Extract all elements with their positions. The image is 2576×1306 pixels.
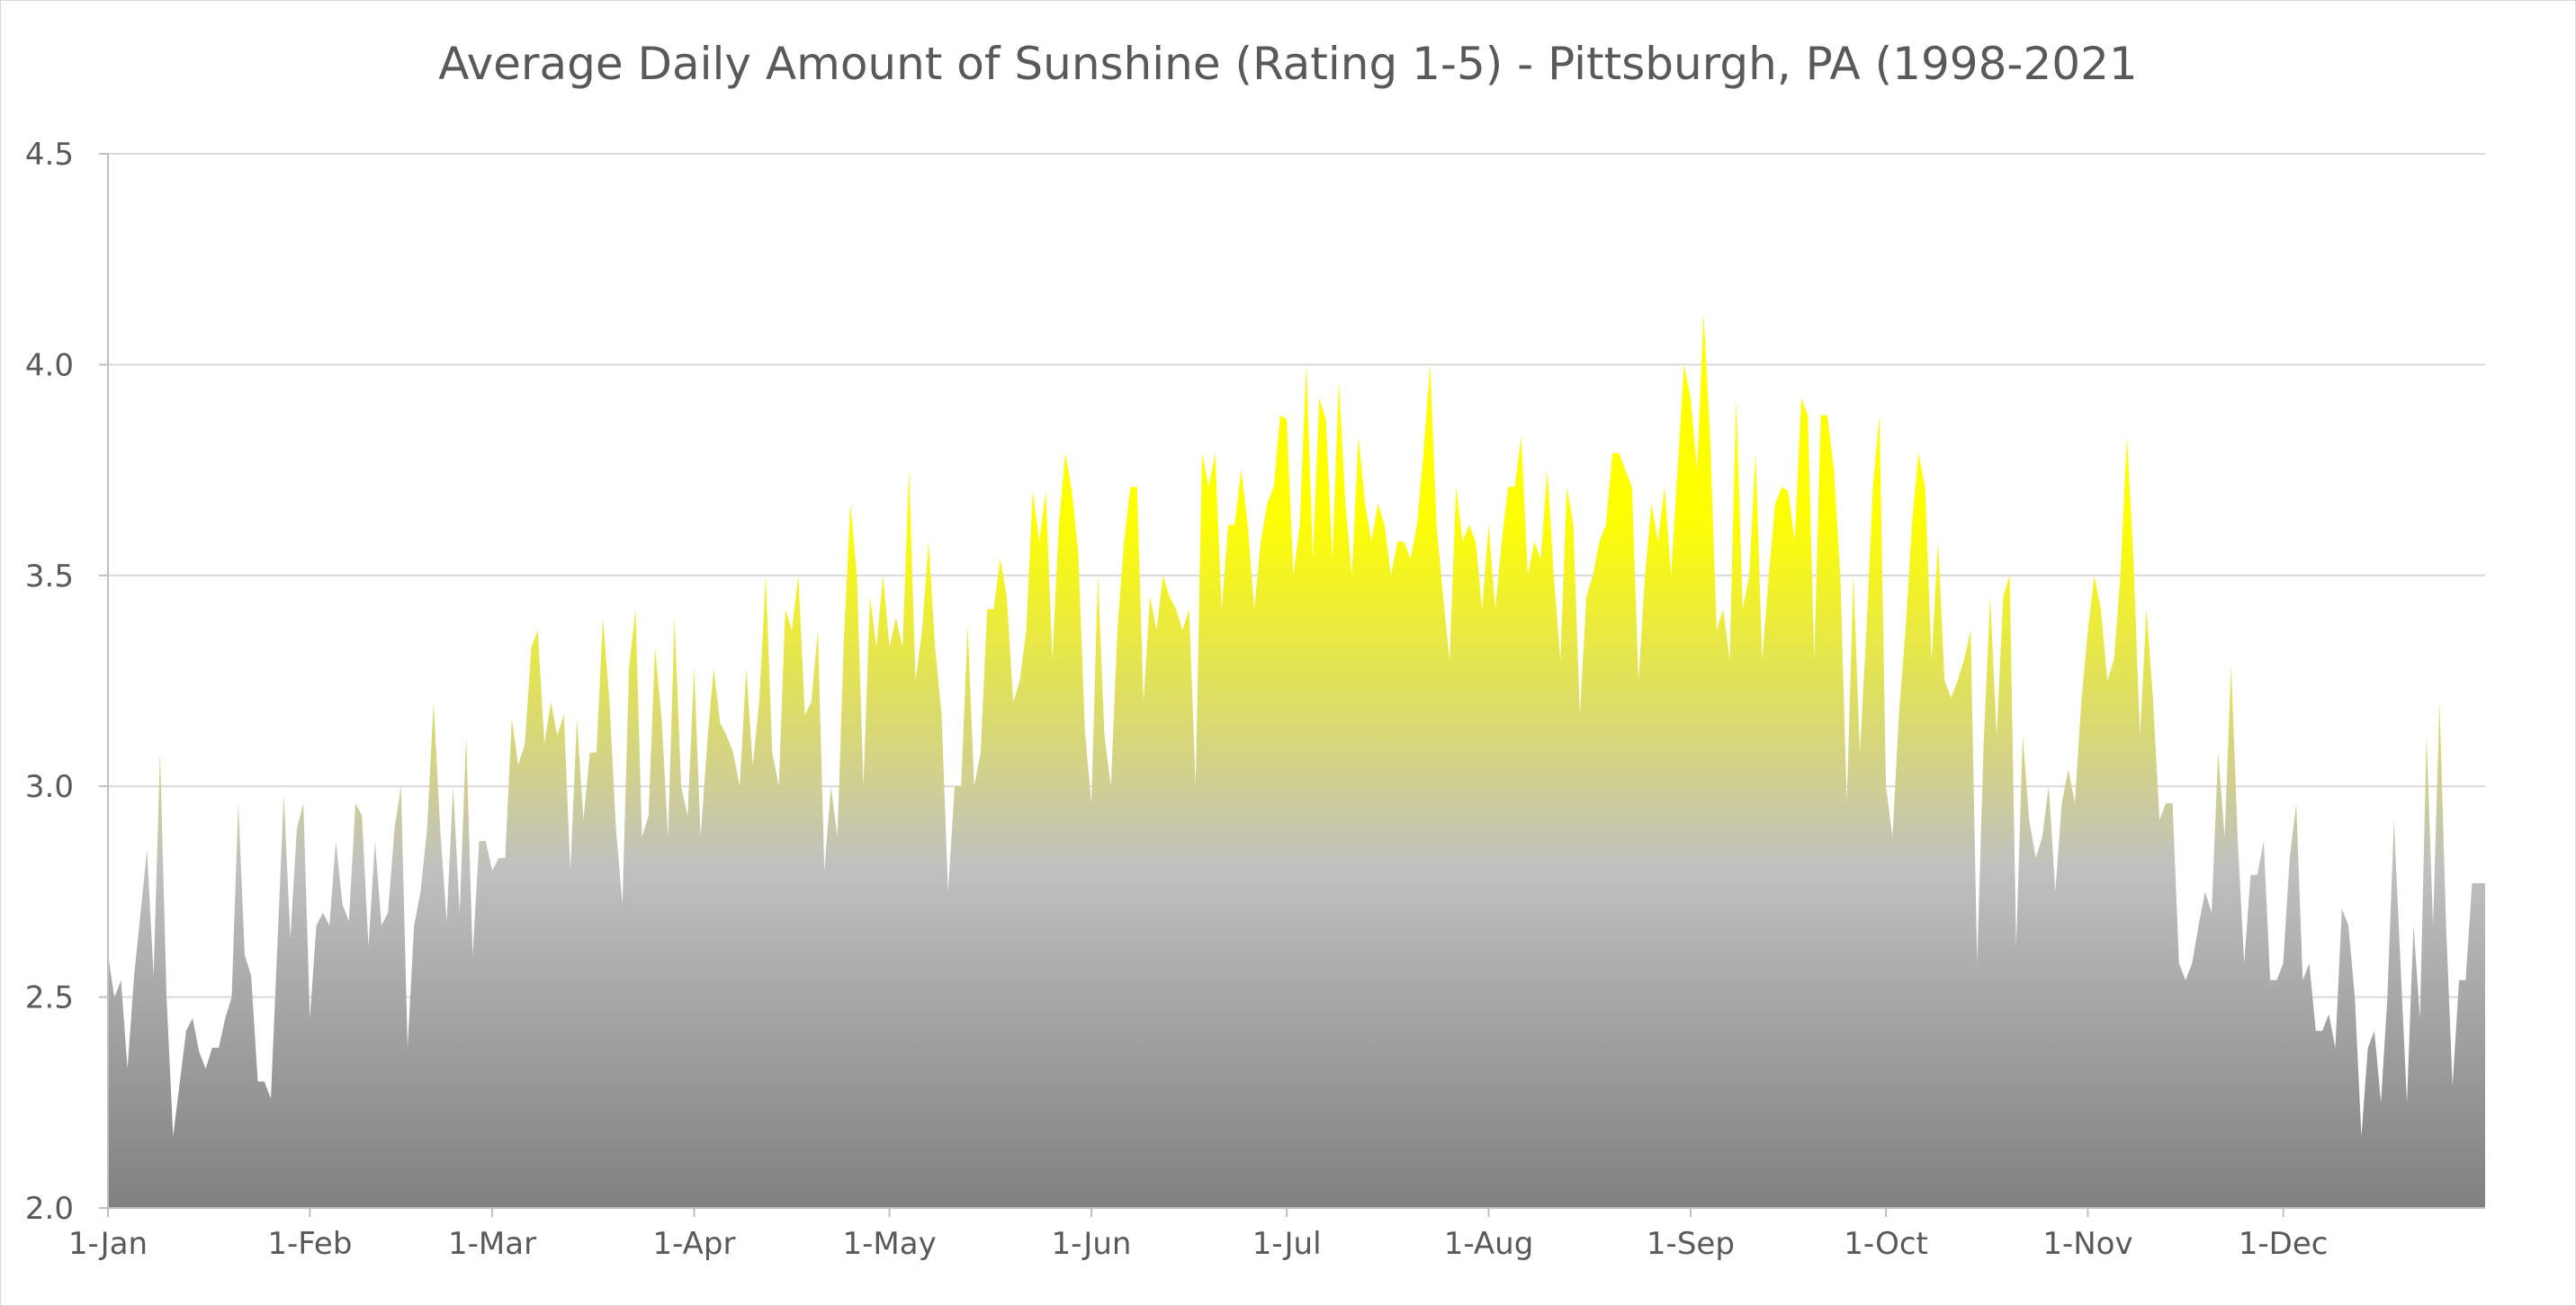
y-tick-label: 2.5 [25, 980, 74, 1016]
x-tick-label: 1-Jun [1052, 1226, 1132, 1262]
x-tick-label: 1-Apr [652, 1226, 735, 1262]
x-tick-label: 1-Dec [2239, 1226, 2329, 1262]
x-tick-label: 1-Mar [448, 1226, 536, 1262]
x-tick-label: 1-Aug [1444, 1226, 1534, 1262]
x-tick-label: 1-Nov [2042, 1226, 2132, 1262]
x-tick-label: 1-Oct [1844, 1226, 1928, 1262]
y-tick-label: 4.5 [25, 137, 74, 173]
axes [107, 154, 2485, 1209]
sunshine-area [108, 314, 2485, 1209]
x-tick-label: 1-May [843, 1226, 937, 1262]
x-tick-label: 1-Feb [267, 1226, 352, 1262]
x-tick-label: 1-Jan [68, 1226, 148, 1262]
y-tick-label: 3.0 [25, 769, 74, 805]
y-axis-ticks: 2.0 2.5 3.0 3.5 4.0 4.5 [25, 137, 108, 1227]
y-tick-label: 2.0 [25, 1191, 74, 1227]
x-axis-ticks: 1-Jan 1-Feb 1-Mar 1-Apr 1-May 1-Jun 1-Jul 1-Aug… [68, 1208, 2329, 1262]
y-tick-label: 4.0 [25, 347, 74, 383]
x-tick-label: 1-Jul [1252, 1226, 1322, 1262]
y-tick-label: 3.5 [25, 559, 74, 595]
x-tick-label: 1-Sep [1647, 1226, 1735, 1262]
chart-title: Average Daily Amount of Sunshine (Rating… [438, 38, 2138, 90]
